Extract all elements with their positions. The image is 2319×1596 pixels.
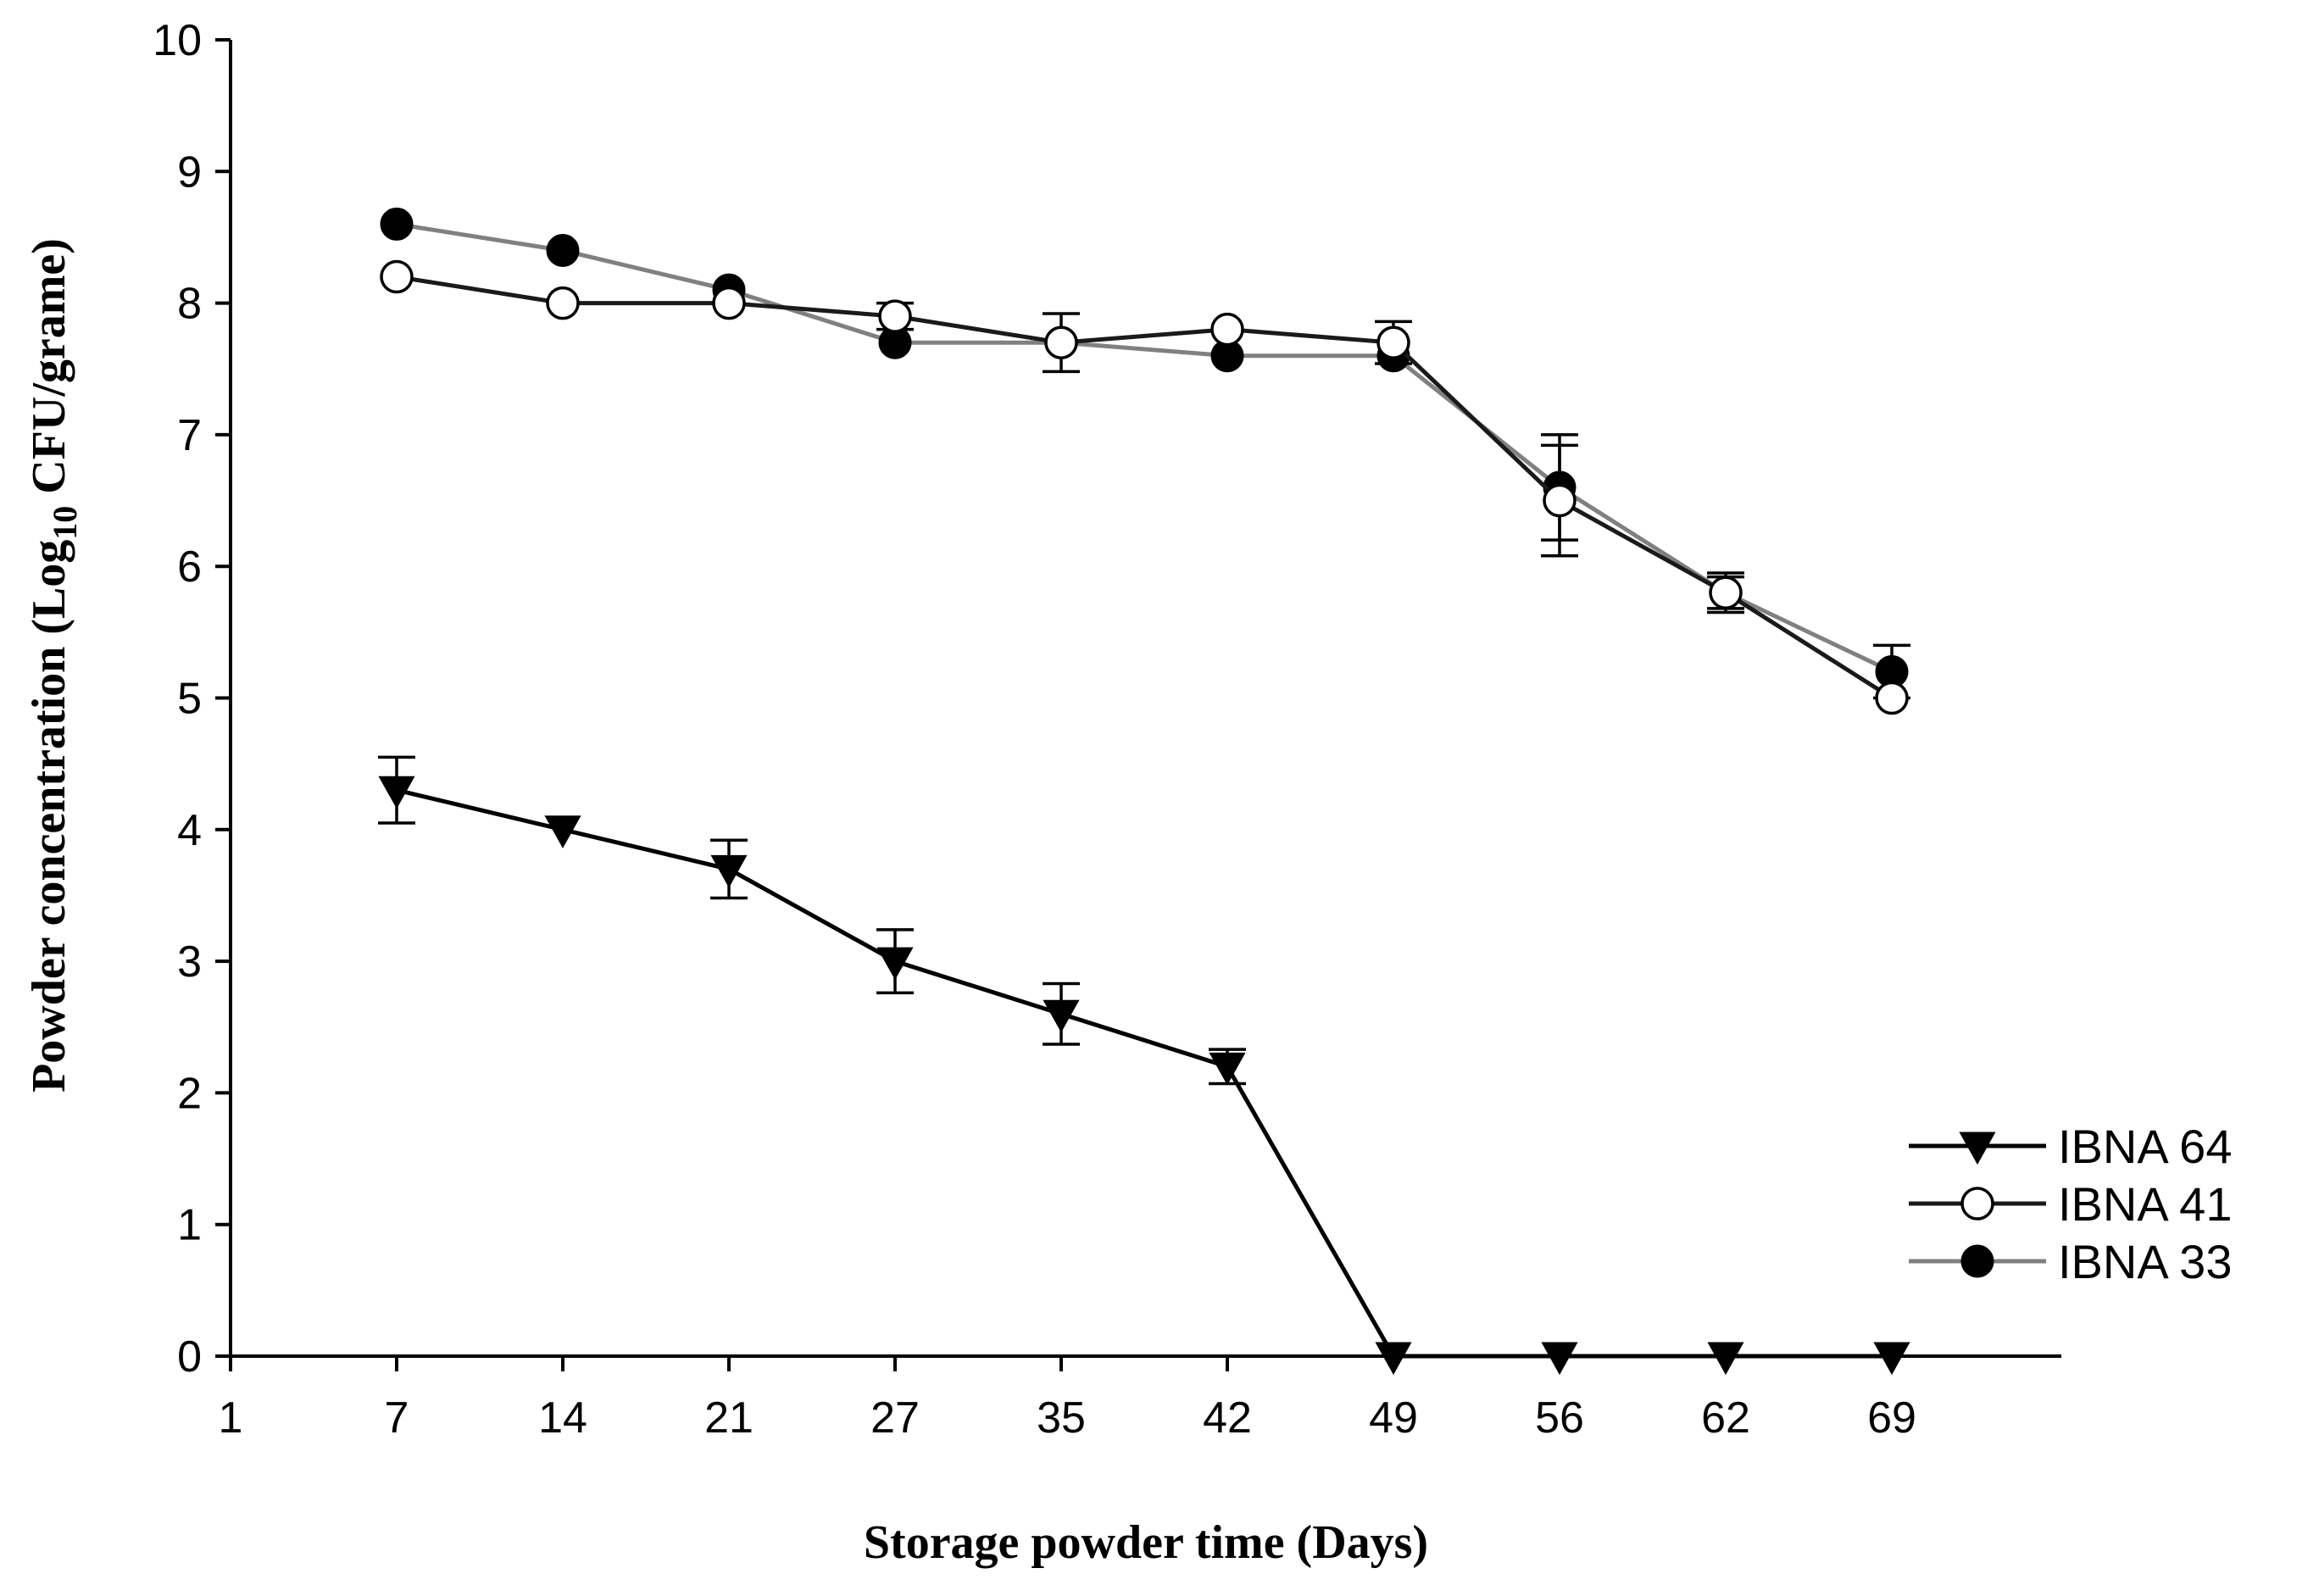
data-point [878,299,912,333]
legend-item-ibna-41: IBNA 41 [1909,1177,2232,1231]
x-tick-label: 21 [704,1393,754,1443]
y-tick-label: 2 [177,1069,202,1118]
series [378,207,1910,1376]
y-ticks: 0 1 2 3 4 5 6 7 8 9 10 [153,16,231,1382]
data-point [1375,1342,1412,1376]
y-tick-label: 3 [177,937,202,987]
legend-label: IBNA 41 [2058,1177,2232,1231]
data-point [1210,312,1244,347]
data-point [1543,483,1577,518]
data-point [1376,325,1410,359]
data-point [876,947,914,981]
data-point [546,286,580,320]
data-point [1209,1052,1246,1086]
x-tick-label: 7 [385,1393,409,1443]
y-axis-title-prefix: Powder concentration (Log [23,540,75,1093]
data-point [1044,325,1078,359]
series-line [396,221,1894,674]
data-point [380,207,414,241]
x-tick-label: 69 [1867,1393,1916,1443]
data-point [378,776,415,809]
series-ibna-41 [380,259,1909,715]
y-tick-label: 10 [153,16,202,65]
data-point [1875,681,1909,715]
y-tick-label: 0 [177,1332,202,1382]
y-tick-label: 1 [177,1201,202,1250]
x-ticks: 1 7 14 21 27 35 42 49 56 62 69 [219,1356,1916,1443]
y-tick-label: 5 [177,675,202,724]
x-axis-title: Storage powder time (Days) [864,1516,1428,1569]
y-axis-title-subscript: 10 [46,506,84,540]
y-tick-label: 4 [177,806,202,855]
x-tick-label: 62 [1701,1393,1750,1443]
x-tick-label: 27 [870,1393,920,1443]
data-point [1707,1342,1744,1376]
x-tick-label: 14 [538,1393,587,1443]
x-tick-label: 1 [219,1393,243,1443]
data-point [1043,999,1080,1033]
data-point [1709,576,1743,610]
legend-label: IBNA 64 [2058,1120,2232,1173]
y-axis-title: Powder concentration (Log10 CFU/grame) [23,238,84,1093]
x-tick-label: 49 [1369,1393,1418,1443]
data-point [710,854,748,888]
data-point [712,286,746,320]
x-tick-label: 42 [1203,1393,1252,1443]
y-tick-label: 9 [177,147,202,197]
y-tick-label: 8 [177,280,202,329]
data-point [1873,1342,1910,1376]
data-point [1541,1342,1578,1376]
series-line [396,275,1894,700]
y-tick-label: 6 [177,542,202,592]
legend-item-ibna-33: IBNA 33 [1909,1235,2232,1288]
legend-label: IBNA 33 [2058,1235,2232,1288]
x-tick-label: 56 [1535,1393,1584,1443]
data-point [544,815,581,848]
data-point [380,259,414,294]
series-line [396,787,1892,1359]
y-axis-title-suffix: CFU/grame) [23,238,75,506]
legend-marker [1960,1187,1994,1221]
axes [229,40,2061,1358]
series-ibna-64 [378,755,1910,1376]
legend-item-ibna-64: IBNA 64 [1909,1120,2232,1173]
data-point [546,233,580,267]
legend-marker [1960,1244,1994,1278]
x-tick-label: 35 [1037,1393,1086,1443]
legend-marker [1959,1132,1996,1165]
y-tick-label: 7 [177,411,202,460]
series-ibna-33 [380,207,1910,700]
